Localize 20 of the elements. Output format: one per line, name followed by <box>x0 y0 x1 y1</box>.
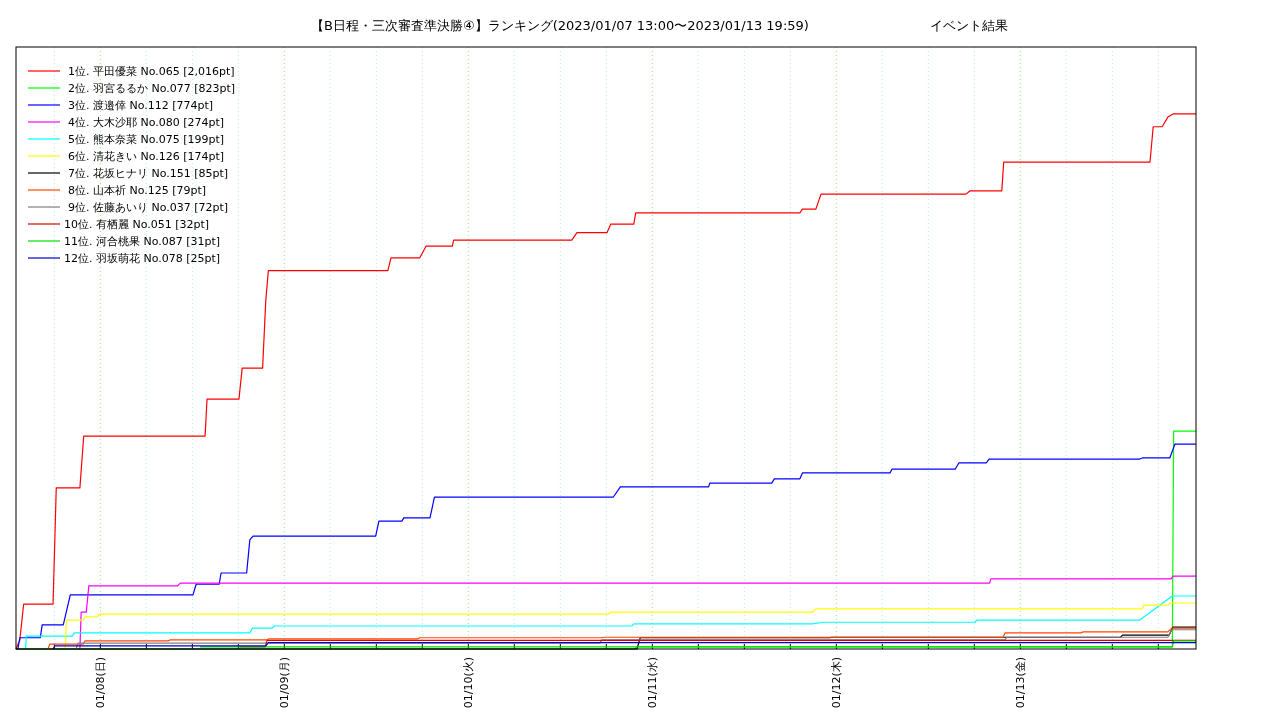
legend-label: 10位. 有栖麗 No.051 [32pt] <box>64 218 210 231</box>
legend-label: 2位. 羽宮るるか No.077 [823pt] <box>68 82 236 95</box>
legend-label: 1位. 平田優菜 No.065 [2,016pt] <box>68 65 235 78</box>
x-tick-label: 01/11(水) <box>646 657 660 709</box>
legend-label: 5位. 熊本奈菜 No.075 [199pt] <box>68 133 225 146</box>
x-tick-label: 01/08(日) <box>94 657 108 709</box>
legend-label: 9位. 佐藤あいり No.037 [72pt] <box>68 201 229 214</box>
legend-label: 4位. 大木沙耶 No.080 [274pt] <box>68 116 225 129</box>
chart-subtitle: イベント結果 <box>930 18 1008 33</box>
legend-label: 8位. 山本祈 No.125 [79pt] <box>68 184 207 197</box>
x-tick-label: 01/12(木) <box>830 657 844 709</box>
x-tick-label: 01/13(金) <box>1014 657 1028 709</box>
x-tick-label: 01/09(月) <box>278 657 292 709</box>
x-tick-label: 01/10(火) <box>462 657 476 709</box>
legend-label: 11位. 河合桃果 No.087 [31pt] <box>64 235 221 248</box>
legend-label: 12位. 羽坂萌花 No.078 [25pt] <box>64 252 221 265</box>
legend-label: 6位. 清花きい No.126 [174pt] <box>68 150 225 163</box>
legend-label: 3位. 渡邉倖 No.112 [774pt] <box>68 99 214 112</box>
chart-title: 【B日程・三次審査準決勝④】ランキング(2023/01/07 13:00〜2023/01/13 19:59) <box>311 18 809 33</box>
legend-label: 7位. 花坂ヒナリ No.151 [85pt] <box>68 167 229 180</box>
